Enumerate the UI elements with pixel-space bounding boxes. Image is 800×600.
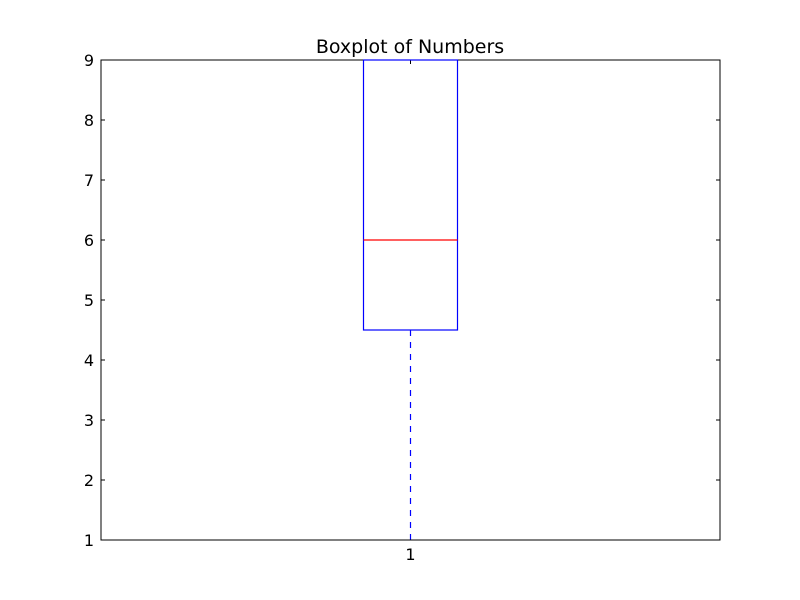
y-tick-label: 6 (84, 231, 94, 250)
box-series (362, 59, 459, 541)
iqr-box (362, 59, 459, 331)
y-tick-label: 2 (84, 471, 94, 490)
y-tick-label: 8 (84, 111, 94, 130)
y-tick-label: 1 (84, 531, 94, 550)
y-axis-ticks: 1 2 3 4 5 6 7 8 9 (84, 51, 720, 550)
chart-title: Boxplot of Numbers (316, 36, 504, 58)
y-tick-label: 9 (84, 51, 94, 70)
box-group (362, 59, 459, 541)
y-tick-label: 4 (84, 351, 94, 370)
y-tick-label: 5 (84, 291, 94, 310)
x-tick-label: 1 (405, 545, 415, 564)
y-tick-label: 3 (84, 411, 94, 430)
y-tick-label: 7 (84, 171, 94, 190)
